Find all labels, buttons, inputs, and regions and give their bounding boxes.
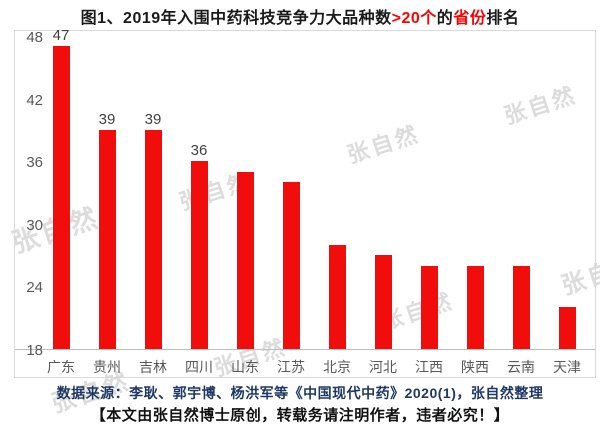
y-axis-tick-label: 18 xyxy=(26,342,43,359)
x-axis-category-label: 吉林 xyxy=(139,359,167,375)
y-axis-tick-label: 36 xyxy=(26,154,43,172)
data-source-line: 数据来源：李耿、郭宇博、杨洪军等《中国现代中药》2020(1)，张自然整理 xyxy=(56,385,544,401)
bar-陕西 xyxy=(466,265,484,349)
bar-chart: 18 24 30 36 42 48 47 广东 39 贵州 39 吉林 36 四川 山东 江苏 北京 河北 江西 陕西… xyxy=(14,27,596,378)
bar-贵州 xyxy=(98,129,116,349)
x-axis-category-label: 江苏 xyxy=(277,359,305,375)
chart-title: 图1、2019年入围中药科技竞争力大品种数>20个的省份排名 xyxy=(0,4,600,28)
bar-云南 xyxy=(512,265,530,349)
y-axis-tick-label: 48 xyxy=(26,29,43,46)
bar-value-label: 47 xyxy=(52,27,70,45)
x-axis-category-label: 北京 xyxy=(323,359,351,375)
x-axis-line xyxy=(15,349,595,350)
y-axis-tick-label: 42 xyxy=(26,91,43,109)
x-axis-category-label: 天津 xyxy=(553,359,581,375)
copyright-notice-line: 【本文由张自然博士原创，转载务请注明作者，违者必究！】 xyxy=(90,407,510,424)
bar-江西 xyxy=(420,265,438,349)
bar-山东 xyxy=(236,171,254,349)
y-axis-tick-label: 24 xyxy=(26,279,43,297)
x-axis-category-label: 四川 xyxy=(185,359,213,375)
x-axis-category-label: 陕西 xyxy=(461,359,489,375)
bar-河北 xyxy=(374,255,392,349)
chart-title-segment-red: >20个 xyxy=(391,10,437,27)
y-axis-tick-label: 30 xyxy=(26,216,43,234)
bar-江苏 xyxy=(282,182,300,349)
x-axis-category-label: 山东 xyxy=(231,359,259,375)
bar-value-label: 36 xyxy=(190,142,208,160)
bar-value-label: 39 xyxy=(144,110,162,128)
bar-value-label: 39 xyxy=(98,110,116,128)
chart-title-segment: 的 xyxy=(436,10,454,27)
x-axis-category-label: 江西 xyxy=(415,359,443,375)
chart-title-segment-red: 省份 xyxy=(453,10,487,27)
chart-title-segment: 排名 xyxy=(486,10,520,27)
x-axis-category-label: 贵州 xyxy=(93,359,121,375)
x-axis-category-label: 广东 xyxy=(47,359,75,375)
x-axis-category-label: 云南 xyxy=(507,359,535,375)
bar-北京 xyxy=(328,244,346,349)
bar-吉林 xyxy=(144,129,162,349)
bar-四川 xyxy=(190,161,208,349)
chart-title-segment: 图1、2019年入围中药科技竞争力大品种数 xyxy=(80,10,392,27)
bar-天津 xyxy=(558,307,576,349)
bar-广东 xyxy=(52,46,70,349)
x-axis-category-label: 河北 xyxy=(369,359,397,375)
